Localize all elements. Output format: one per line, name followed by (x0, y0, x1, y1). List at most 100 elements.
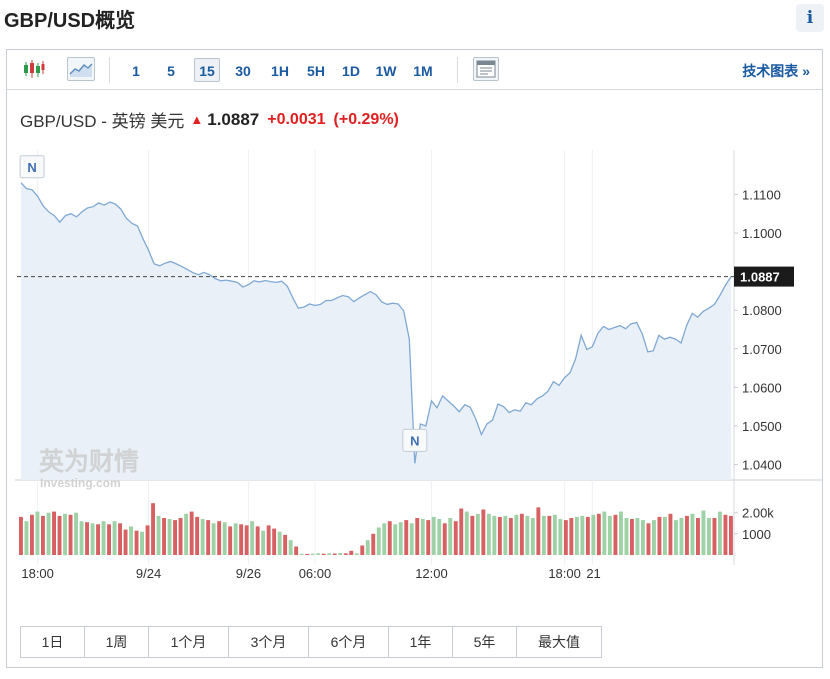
volume-bar (448, 518, 453, 555)
volume-bar (52, 511, 56, 555)
up-arrow-icon: ▲ (190, 112, 204, 127)
volume-bar (360, 545, 365, 555)
volume-bar (206, 520, 211, 555)
candlestick-chart-icon[interactable] (21, 57, 47, 81)
volume-bar (382, 523, 387, 555)
news-marker-label: N (410, 433, 419, 448)
volume-bar (310, 553, 315, 555)
y-tick-label: 1.0700 (742, 342, 782, 357)
y-tick-label: 1.1000 (742, 226, 782, 241)
volume-bar (652, 520, 656, 555)
news-marker: N (402, 428, 428, 452)
volume-bar (464, 511, 469, 555)
volume-bar (718, 511, 722, 555)
volume-bar (145, 525, 150, 555)
range-6m[interactable]: 6个月 (309, 627, 389, 657)
volume-bar (365, 540, 370, 555)
volume-bar (46, 512, 51, 555)
volume-bar (602, 511, 607, 555)
page-title: GBP/USD概览 (4, 10, 136, 32)
volume-bar (398, 522, 403, 555)
interval-1[interactable]: 1 (132, 63, 140, 79)
x-tick-label: 21 (586, 566, 600, 581)
interval-1m[interactable]: 1M (413, 63, 433, 79)
interval-1w[interactable]: 1W (375, 63, 397, 79)
volume-bar (85, 522, 89, 555)
volume-bar (420, 519, 425, 555)
volume-bar (492, 515, 497, 555)
range-1d[interactable]: 1日 (21, 627, 85, 657)
info-button[interactable]: i (796, 4, 824, 32)
range-3m[interactable]: 3个月 (229, 627, 309, 657)
range-5y[interactable]: 5年 (453, 627, 517, 657)
volume-bar (19, 516, 23, 555)
range-1y[interactable]: 1年 (389, 627, 453, 657)
technical-chart-link[interactable]: 技术图表 » (742, 63, 810, 79)
volume-bar (685, 515, 689, 555)
volume-bar (596, 513, 601, 556)
volume-bar (35, 511, 40, 555)
volume-bar (437, 519, 442, 555)
price-series-line (20, 182, 732, 464)
volume-bar (635, 518, 640, 555)
table-view-icon[interactable] (473, 57, 499, 81)
volume-bar (497, 516, 502, 555)
volume-bar (547, 515, 552, 555)
interval-1d[interactable]: 1D (342, 63, 360, 79)
volume-bar (123, 529, 128, 555)
volume-bar (101, 521, 106, 555)
volume-bar (90, 523, 95, 555)
volume-bar (508, 518, 513, 555)
volume-bar (376, 527, 381, 555)
interval-5h[interactable]: 5H (307, 63, 325, 79)
volume-bar (217, 521, 222, 555)
x-tick-label: 9/26 (236, 566, 261, 581)
volume-bar (426, 520, 431, 555)
volume-bar (222, 522, 227, 555)
volume-bar (470, 515, 475, 555)
volume-bar (729, 515, 733, 555)
price-chart: 英为财情 Investing.com 1.0400 1.0500 1.0600 1.0… (15, 150, 822, 581)
volume-bar (679, 518, 684, 555)
volume-bar (266, 525, 271, 555)
volume-bar (255, 526, 260, 555)
volume-bar (200, 519, 205, 555)
volume-bar (321, 553, 326, 555)
range-1m[interactable]: 1个月 (149, 627, 229, 657)
volume-bar (24, 521, 29, 555)
price-area-fill (21, 182, 731, 481)
volume-bar (674, 520, 678, 555)
volume-bar (459, 508, 464, 555)
interval-1h[interactable]: 1H (271, 63, 289, 79)
watermark-subtext: Investing.com (40, 476, 121, 490)
chart-widget: 1 5 15 30 1H 5H 1D 1W 1M 技术图表 » GBP/USD … (6, 49, 823, 668)
volume-bar (349, 550, 354, 555)
y-tick-label: 1.0400 (742, 458, 782, 473)
volume-bar (415, 518, 420, 555)
interval-5[interactable]: 5 (167, 63, 175, 79)
volume-bar (585, 516, 590, 555)
y-tick-label: 1.1100 (742, 187, 781, 202)
volume-bar (118, 523, 122, 555)
volume-bar (696, 518, 700, 555)
volume-bar (299, 553, 304, 555)
volume-bar (211, 523, 216, 555)
volume-bar (663, 516, 667, 555)
quote-header: GBP/USD - 英镑 美元 ▲ 1.0887 +0.0031 (+0.29%) (20, 107, 399, 132)
interval-30[interactable]: 30 (235, 63, 251, 79)
y-tick-label: 1.0600 (742, 380, 782, 395)
range-1w[interactable]: 1周 (85, 627, 149, 657)
volume-bar (162, 518, 166, 555)
volume-tick-label: 1000 (742, 527, 771, 542)
volume-bar (371, 533, 376, 555)
volume-bar (354, 553, 359, 555)
volume-bar (530, 518, 535, 555)
volume-bar (195, 516, 200, 555)
area-chart-icon[interactable] (67, 57, 95, 81)
volume-bar (134, 530, 139, 555)
range-max[interactable]: 最大值 (517, 627, 601, 657)
volume-bar (630, 519, 634, 555)
volume-bar (569, 518, 574, 555)
interval-15[interactable]: 15 (194, 58, 220, 82)
volume-bar (514, 514, 519, 555)
